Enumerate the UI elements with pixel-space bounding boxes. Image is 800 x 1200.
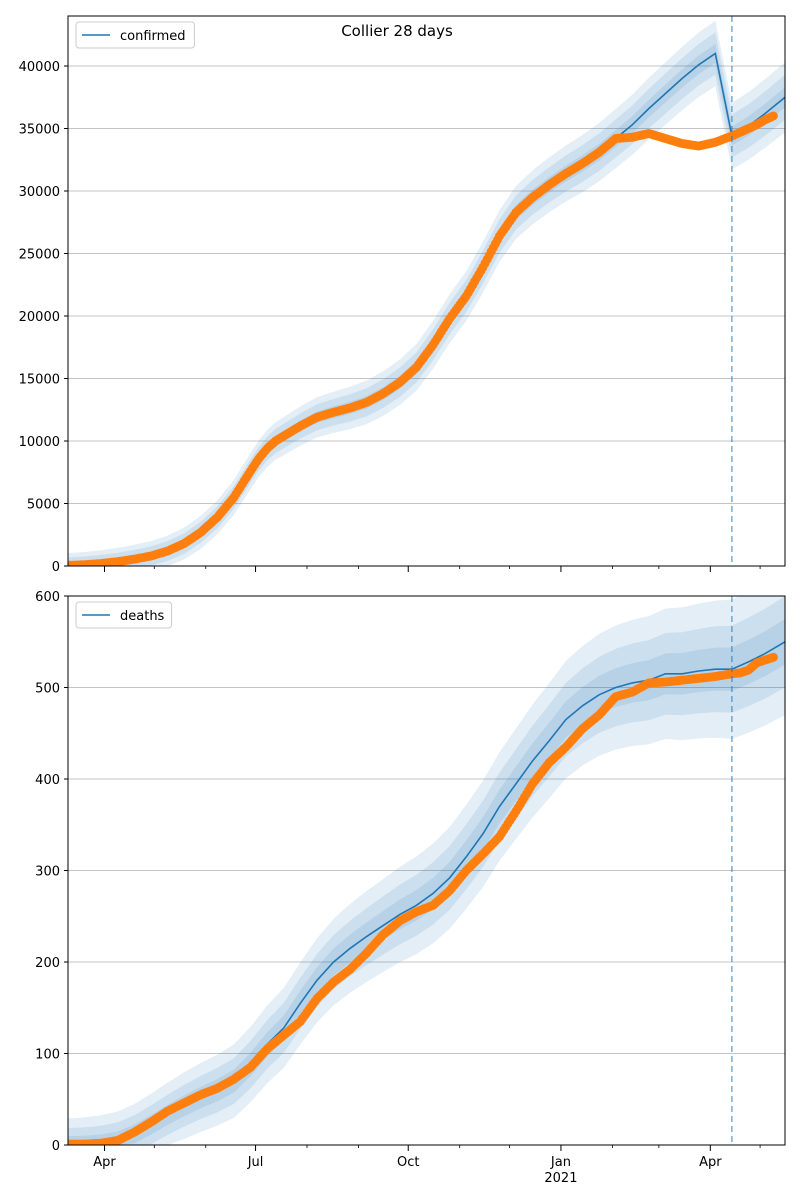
y-tick-label: 25000 [19,248,60,263]
y-tick-label: 0 [52,1139,60,1154]
y-tick-label: 10000 [19,435,60,450]
y-tick-label: 5000 [27,498,60,513]
legend-box [75,601,173,629]
legend: confirmed [75,21,195,49]
y-tick-label: 20000 [19,310,60,325]
uncertainty-band [68,44,785,566]
legend: deaths [75,601,173,629]
x-tick-label: Jan [550,1155,571,1170]
y-tick-label: 40000 [19,60,60,75]
x-tick-label: Oct [397,1155,419,1170]
y-tick-label: 200 [35,956,60,971]
y-tick-label: 500 [35,682,60,697]
x-tick-label: Apr [93,1155,116,1170]
observed-point [768,652,778,662]
y-tick-label: 100 [35,1048,60,1063]
x-tick-label: Jul [247,1155,264,1170]
chart-panel-confirmed: 0 5000 10000 15000 20000 25000 30000 35000 40000… [19,15,786,575]
y-tick-label: 400 [35,773,60,788]
uncertainty-band [68,596,785,1145]
y-tick-label: 600 [35,590,60,605]
y-tick-label: 30000 [19,185,60,200]
x-tick-label: Apr [699,1155,722,1170]
uncertainty-band [68,596,785,1145]
y-tick-label: 300 [35,865,60,880]
y-tick-label: 0 [52,560,60,575]
y-tick-label: 15000 [19,373,60,388]
legend-label: deaths [120,609,165,624]
observed-point [768,111,778,121]
legend-label: confirmed [120,29,186,44]
x-tick-sublabel: 2021 [544,1171,577,1186]
y-tick-label: 35000 [19,123,60,138]
chart-title: Collier 28 days [341,22,453,40]
legend-box [75,21,195,49]
model-line [68,52,785,566]
plot-frame [67,15,786,567]
uncertainty-band [68,20,785,566]
uncertainty-band [68,618,785,1145]
